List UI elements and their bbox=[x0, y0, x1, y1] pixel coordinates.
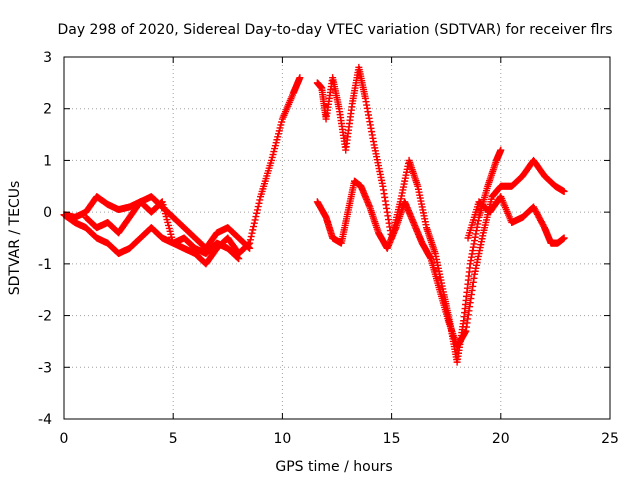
data-point-marker bbox=[560, 234, 568, 242]
data-point-marker bbox=[244, 243, 252, 251]
data-point-marker bbox=[250, 219, 258, 227]
x-tick-label: 15 bbox=[383, 431, 401, 447]
x-tick-label: 25 bbox=[601, 431, 619, 447]
data-point-marker bbox=[233, 253, 241, 261]
data-point-marker bbox=[497, 146, 505, 154]
data-point-marker bbox=[253, 206, 261, 214]
data-point-marker bbox=[246, 244, 254, 252]
data-point-marker bbox=[252, 213, 260, 221]
y-tick-label: -2 bbox=[38, 309, 52, 325]
data-point-marker bbox=[251, 216, 259, 224]
y-tick-label: 2 bbox=[43, 102, 52, 118]
series-trace-c bbox=[82, 193, 254, 252]
data-point-marker bbox=[235, 255, 243, 263]
series-trace-e bbox=[313, 156, 568, 351]
series-trace-f bbox=[464, 193, 568, 247]
plot-frame bbox=[63, 56, 611, 420]
x-axis-label: GPS time / hours bbox=[275, 459, 392, 475]
x-tick-label: 5 bbox=[169, 431, 178, 447]
data-point-marker bbox=[256, 196, 264, 204]
data-point-marker bbox=[234, 254, 242, 262]
x-tick-label: 20 bbox=[492, 431, 510, 447]
data-point-marker bbox=[254, 203, 262, 211]
y-tick-label: -3 bbox=[38, 360, 52, 376]
y-tick-label: 1 bbox=[43, 153, 52, 169]
series-trace-b bbox=[60, 211, 243, 263]
data-point-marker bbox=[249, 226, 257, 234]
series-trace-d bbox=[313, 63, 505, 366]
data-point-marker bbox=[248, 229, 256, 237]
data-point-marker bbox=[560, 187, 568, 195]
axis-ticks: 0 5 10 15 20 25 -4 -3 -2 -1 0 1 2 3 bbox=[38, 50, 619, 447]
y-tick-label: -1 bbox=[38, 257, 52, 273]
data-point-marker bbox=[246, 236, 254, 244]
y-tick-label: 3 bbox=[43, 50, 52, 66]
data-point-marker bbox=[255, 199, 263, 207]
y-axis-label: SDTVAR / TECUs bbox=[7, 181, 23, 296]
chart-title: Day 298 of 2020, Sidereal Day-to-day VTE… bbox=[57, 22, 612, 38]
x-tick-label: 10 bbox=[273, 431, 291, 447]
y-tick-label: 0 bbox=[43, 205, 52, 221]
data-point-marker bbox=[253, 209, 261, 217]
y-tick-label: -4 bbox=[38, 412, 52, 428]
data-marks bbox=[60, 63, 568, 366]
data-point-marker bbox=[250, 223, 258, 231]
data-point-marker bbox=[247, 233, 255, 241]
data-point-marker bbox=[245, 244, 253, 252]
data-point-marker bbox=[296, 74, 304, 82]
x-tick-label: 0 bbox=[60, 431, 69, 447]
